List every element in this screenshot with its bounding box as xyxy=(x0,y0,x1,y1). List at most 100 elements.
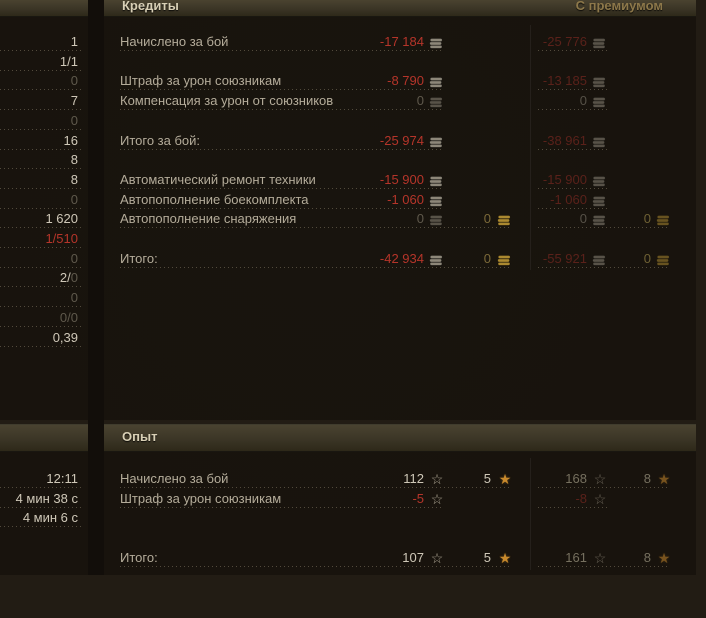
left-stat-row: 1/510 xyxy=(0,229,88,248)
left-stat-value: 2/0 xyxy=(59,270,78,286)
silver-coins-icon xyxy=(429,76,443,89)
base-gold-value: 0 xyxy=(483,211,491,227)
row-label: Начислено за бой xyxy=(120,471,229,486)
row-label: Автоматический ремонт техники xyxy=(120,171,316,187)
base-credits-value: 0 xyxy=(416,211,424,227)
silver-coins-icon xyxy=(429,96,443,108)
base-exp-value: 107 xyxy=(402,549,424,565)
premium-credits-value: 0 xyxy=(579,211,587,227)
dotted-leader xyxy=(0,69,84,71)
left-stat-value: 0 xyxy=(70,191,78,207)
credits-row-auto-repair: Автоматический ремонт техники -15 900 -1… xyxy=(104,170,696,189)
silver-coins-icon xyxy=(429,175,443,187)
dotted-leader xyxy=(538,565,670,567)
row-label: Штраф за урон союзникам xyxy=(120,490,282,506)
credits-row-ally-damage-compensation: Компенсация за урон от союзников 0 0 xyxy=(104,91,696,111)
dotted-leader xyxy=(120,50,443,51)
dotted-leader xyxy=(0,306,84,308)
left-stat-row: 0 xyxy=(0,249,88,268)
left-stat-value: 0 xyxy=(70,250,78,266)
dotted-leader xyxy=(538,148,608,150)
dotted-leader xyxy=(0,128,84,130)
base-exp-value: -5 xyxy=(412,490,424,506)
dotted-leader xyxy=(0,227,84,229)
premium-credits-value: -25 776 xyxy=(542,34,587,49)
exp-row-earned: Начислено за бой 112 ☆ 5 ★ 168 ☆ 8 ★ xyxy=(104,469,696,488)
credits-panel: Кредиты С премиумом Начислено за бой -17… xyxy=(104,0,696,420)
left-stats-panel-bottom: 12:11 4 мин 38 с 4 мин 6 с xyxy=(0,424,88,575)
left-stat-row: 2/0 xyxy=(0,268,88,288)
premium-exp-value: -8 xyxy=(575,490,587,506)
base-credits-value: -1 060 xyxy=(387,191,424,207)
dotted-leader xyxy=(538,187,608,189)
left-stat-row: 1 620 xyxy=(0,209,88,229)
dotted-leader xyxy=(0,266,84,268)
dotted-leader xyxy=(120,148,443,150)
exp-row-ally-damage-penalty: Штраф за урон союзникам -5 ☆ -8 ☆ xyxy=(104,489,696,508)
premium-exp-value: 161 xyxy=(565,549,587,565)
base-gold-value: 0 xyxy=(483,250,491,266)
dotted-leader xyxy=(0,286,84,288)
dotted-leader xyxy=(0,148,84,150)
left-stat-value: 0 xyxy=(70,112,78,128)
left-stat-value: 0 xyxy=(70,290,78,306)
left-stat-row: 7 xyxy=(0,91,88,111)
row-label: Компенсация за урон от союзников xyxy=(120,93,334,109)
left-stat-row: 8 xyxy=(0,170,88,189)
silver-star-icon: ☆ xyxy=(593,549,607,566)
dotted-leader xyxy=(0,526,84,528)
base-credits-value: -25 974 xyxy=(379,132,424,148)
dotted-leader xyxy=(120,109,443,111)
premium-column-divider xyxy=(530,25,531,270)
dotted-leader xyxy=(0,506,84,508)
silver-coins-icon xyxy=(592,254,606,266)
left-stats-panel-top: 1 1/1 0 7 0 16 8 8 0 1 620 1/510 0 2/0 0… xyxy=(0,0,88,420)
left-stat-value: 4 мин 6 с xyxy=(22,510,78,526)
dotted-leader xyxy=(538,487,670,488)
silver-coins-icon xyxy=(592,214,606,226)
premium-credits-value: -38 961 xyxy=(542,132,587,148)
experience-header-band: Опыт xyxy=(104,424,696,452)
row-label: Автопополнение боекомплекта xyxy=(120,191,309,207)
dotted-leader xyxy=(0,187,84,189)
premium-free-exp-value: 8 xyxy=(643,549,651,565)
silver-coins-icon xyxy=(429,254,443,266)
dotted-leader xyxy=(120,187,443,189)
left-stat-row: 0 xyxy=(0,190,88,209)
dotted-leader xyxy=(120,207,443,209)
base-free-exp-value: 5 xyxy=(483,549,491,565)
credits-header-band: Кредиты С премиумом xyxy=(104,0,696,17)
left-stat-value: 1/1 xyxy=(59,53,78,69)
dotted-leader xyxy=(120,227,511,229)
silver-star-icon: ☆ xyxy=(593,471,607,487)
silver-star-icon: ☆ xyxy=(593,490,607,507)
dotted-leader xyxy=(120,506,443,508)
dotted-leader xyxy=(0,207,84,209)
premium-credits-value: 0 xyxy=(579,93,587,109)
dotted-leader xyxy=(0,247,84,248)
dotted-leader xyxy=(538,109,608,111)
dotted-leader xyxy=(538,207,608,209)
left-stat-value: 16 xyxy=(63,132,78,148)
silver-coins-icon xyxy=(592,136,606,148)
silver-star-icon: ☆ xyxy=(430,471,444,487)
silver-star-icon: ☆ xyxy=(430,490,444,507)
row-label: Итого: xyxy=(120,549,158,565)
premium-column-divider xyxy=(530,458,531,570)
credits-row-total: Итого: -42 934 0 -55 921 0 xyxy=(104,249,696,268)
gold-coins-icon xyxy=(656,214,670,226)
silver-coins-icon xyxy=(592,37,606,49)
left-stat-value: 1 xyxy=(70,34,78,49)
left-stat-value: 0,39 xyxy=(52,329,78,345)
gold-coins-icon xyxy=(497,254,511,266)
premium-free-exp-value: 8 xyxy=(643,471,651,486)
dotted-leader xyxy=(120,266,511,268)
premium-gold-value: 0 xyxy=(643,250,651,266)
base-credits-value: -17 184 xyxy=(379,34,424,49)
credits-row-earned: Начислено за бой -17 184 -25 776 xyxy=(104,32,696,51)
base-credits-value: 0 xyxy=(416,93,424,109)
dotted-leader xyxy=(120,89,443,91)
base-credits-value: -15 900 xyxy=(379,171,424,187)
panel-gap-divider xyxy=(88,0,104,575)
